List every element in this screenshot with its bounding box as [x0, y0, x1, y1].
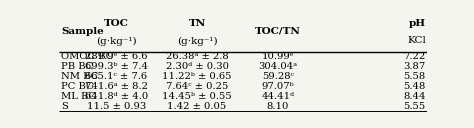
Text: PC BC: PC BC	[61, 82, 94, 91]
Text: TOC: TOC	[104, 19, 128, 28]
Text: KCl: KCl	[407, 36, 426, 45]
Text: 699.3ᵇ ± 7.4: 699.3ᵇ ± 7.4	[85, 62, 148, 71]
Text: Sample: Sample	[61, 27, 104, 36]
Text: TOC/TN: TOC/TN	[255, 27, 301, 36]
Text: 5.48: 5.48	[403, 82, 426, 91]
Text: NM BC: NM BC	[61, 72, 98, 81]
Text: 5.58: 5.58	[404, 72, 426, 81]
Text: 11.5 ± 0.93: 11.5 ± 0.93	[87, 102, 146, 111]
Text: 289.9ᵉ ± 6.6: 289.9ᵉ ± 6.6	[85, 52, 147, 61]
Text: 97.07ᵇ: 97.07ᵇ	[262, 82, 294, 91]
Text: 304.04ᵃ: 304.04ᵃ	[258, 62, 297, 71]
Text: 741.6ᵃ ± 8.2: 741.6ᵃ ± 8.2	[85, 82, 148, 91]
Text: 1.42 ± 0.05: 1.42 ± 0.05	[167, 102, 227, 111]
Text: 7.22: 7.22	[404, 52, 426, 61]
Text: 665.1ᶜ ± 7.6: 665.1ᶜ ± 7.6	[85, 72, 147, 81]
Text: 641.8ᵈ ± 4.0: 641.8ᵈ ± 4.0	[84, 92, 148, 101]
Text: TN: TN	[188, 19, 206, 28]
Text: (g·kg⁻¹): (g·kg⁻¹)	[177, 36, 217, 46]
Text: ML BC: ML BC	[61, 92, 96, 101]
Text: OMOC BC: OMOC BC	[61, 52, 113, 61]
Text: 2.30ᵈ ± 0.30: 2.30ᵈ ± 0.30	[165, 62, 228, 71]
Text: 3.87: 3.87	[404, 62, 426, 71]
Text: 10.99ᵉ: 10.99ᵉ	[262, 52, 294, 61]
Text: (g·kg⁻¹): (g·kg⁻¹)	[96, 36, 137, 46]
Text: 8.10: 8.10	[267, 102, 289, 111]
Text: S: S	[61, 102, 68, 111]
Text: 44.41ᵈ: 44.41ᵈ	[261, 92, 294, 101]
Text: 59.28ᶜ: 59.28ᶜ	[262, 72, 294, 81]
Text: 8.44: 8.44	[403, 92, 426, 101]
Text: 26.38ᵃ ± 2.8: 26.38ᵃ ± 2.8	[165, 52, 228, 61]
Text: 11.22ᵇ ± 0.65: 11.22ᵇ ± 0.65	[162, 72, 232, 81]
Text: 7.64ᶜ ± 0.25: 7.64ᶜ ± 0.25	[166, 82, 228, 91]
Text: PB BC: PB BC	[61, 62, 93, 71]
Text: 5.55: 5.55	[404, 102, 426, 111]
Text: 14.45ᵇ ± 0.55: 14.45ᵇ ± 0.55	[162, 92, 232, 101]
Text: pH: pH	[409, 19, 426, 28]
